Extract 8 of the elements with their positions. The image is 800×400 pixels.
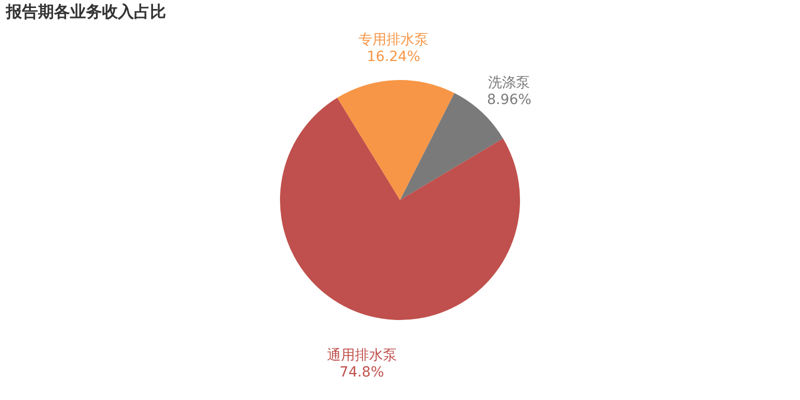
slice-label: 洗涤泵 [488,75,530,92]
pie-slice [337,80,454,200]
slice-label: 专用排水泵 [358,32,429,48]
data-label: 16.24% [366,49,420,66]
slice-label: 通用排水泵 [326,347,397,364]
data-label: 74.8% [340,364,384,380]
data-label: 8.96% [486,92,532,108]
text: 报告期各业务收入占比 [5,2,166,21]
